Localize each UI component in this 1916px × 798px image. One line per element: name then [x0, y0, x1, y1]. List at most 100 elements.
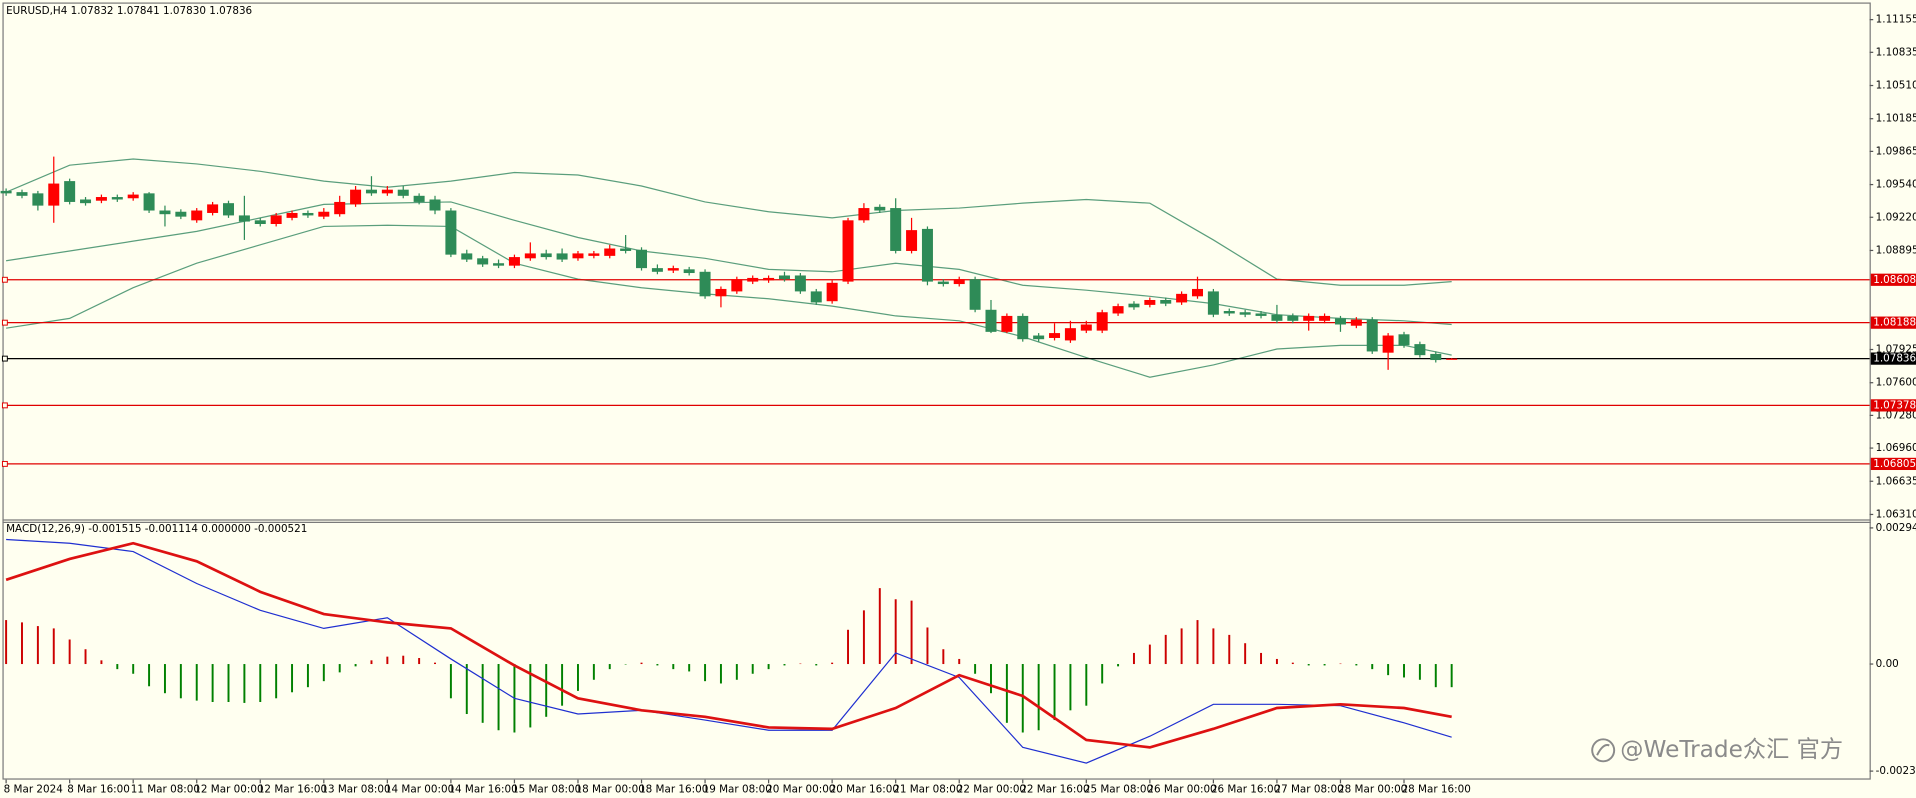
candle-body [111, 197, 123, 200]
x-tick-label: 27 Mar 08:00 [1274, 783, 1343, 795]
x-tick-label: 12 Mar 16:00 [258, 783, 327, 795]
candle-body [95, 197, 107, 201]
candle-body [699, 271, 711, 297]
candle-body [461, 253, 473, 260]
x-tick-label: 26 Mar 16:00 [1211, 783, 1280, 795]
frame [2, 2, 1871, 780]
candle-body [1033, 335, 1045, 340]
candle-body [302, 212, 314, 216]
y-tick-label: 1.10510 [1876, 80, 1916, 92]
x-tick-label: 8 Mar 16:00 [67, 783, 130, 795]
candle-body [826, 282, 838, 302]
level-label: 1.08188 [1873, 317, 1916, 329]
x-tick-label: 20 Mar 16:00 [830, 783, 899, 795]
level-label-box [1870, 352, 1916, 365]
candle-body [1382, 335, 1394, 353]
candle-body [572, 253, 584, 259]
level-label: 1.06805 [1873, 458, 1916, 470]
y-tick-label: 1.10185 [1876, 113, 1916, 125]
candle-body [397, 189, 409, 196]
candle-body [1271, 314, 1283, 321]
candle-body [921, 228, 933, 282]
candle-body [1176, 293, 1188, 303]
candle-body [318, 211, 330, 217]
candle-body [953, 279, 965, 285]
candle-body [858, 208, 870, 221]
watermark-icon [1591, 738, 1616, 763]
candle-body [223, 203, 235, 216]
candle-body [778, 275, 790, 280]
candle-body [715, 288, 727, 297]
candle-body [1239, 312, 1251, 315]
candle-body [794, 275, 806, 292]
x-tick-label: 12 Mar 00:00 [194, 783, 263, 795]
y-tick-label: 0.002941 [1876, 522, 1916, 534]
candle-body [651, 268, 663, 272]
y-tick-label: 0.00 [1876, 658, 1899, 670]
x-tick-label: 11 Mar 08:00 [131, 783, 200, 795]
y-tick-label: 1.06960 [1876, 442, 1916, 454]
candle-body [1414, 344, 1426, 356]
candle-body [906, 230, 918, 251]
y-tick-label: 1.09220 [1876, 211, 1916, 223]
candle-body [969, 279, 981, 310]
band-upper [5, 158, 1452, 286]
candle-body [127, 194, 139, 199]
candle-body [1319, 315, 1331, 321]
x-tick-label: 15 Mar 08:00 [512, 783, 581, 795]
candle-body [747, 277, 759, 282]
candle-body [159, 210, 171, 215]
y-tick-label: 1.09540 [1876, 179, 1916, 191]
candle-body [604, 248, 616, 256]
band-lower [6, 224, 1452, 378]
x-tick-label: 14 Mar 16:00 [448, 783, 517, 795]
y-tick-label: 1.07280 [1876, 409, 1916, 421]
candle-body [890, 208, 902, 251]
signal-line [5, 541, 1452, 749]
x-tick-label: 21 Mar 08:00 [893, 783, 962, 795]
candle-body [1064, 328, 1076, 341]
candle-body [477, 258, 489, 265]
candle-body [1128, 303, 1140, 308]
candle-body [445, 210, 457, 255]
level-label-box [1870, 316, 1916, 329]
watermark: @WeTrade众汇 官方 [1620, 736, 1843, 763]
x-tick-label: 14 Mar 00:00 [385, 783, 454, 795]
macd-title: MACD(12,26,9) -0.001515 -0.001114 0.0000… [6, 523, 307, 535]
x-tick-label: 20 Mar 00:00 [766, 783, 835, 795]
candle-body [1080, 324, 1092, 331]
candle-body [636, 249, 648, 269]
x-tick-label: 18 Mar 00:00 [576, 783, 645, 795]
candle-body [588, 253, 600, 256]
candle-body [429, 199, 441, 211]
candle-body [683, 269, 695, 274]
candle-body [842, 220, 854, 282]
x-tick-label: 18 Mar 16:00 [639, 783, 708, 795]
y-tick-label: 1.09865 [1876, 145, 1916, 157]
y-tick-label: -0.002313 [1876, 765, 1916, 777]
candle-body [286, 212, 298, 218]
candle-body [556, 253, 568, 260]
candle-body [48, 183, 60, 206]
candle-body [763, 277, 775, 281]
y-tick-label: 1.11155 [1876, 14, 1916, 26]
candle-body [1017, 315, 1029, 340]
candle-body [64, 181, 76, 202]
x-tick-label: 13 Mar 08:00 [321, 783, 390, 795]
candle-body [1207, 291, 1219, 315]
candle-body [1398, 334, 1410, 346]
candle-body [413, 195, 425, 202]
candle-body [1049, 333, 1061, 338]
candle-body [1255, 313, 1267, 316]
candle-body [985, 309, 997, 332]
candle-body [508, 257, 520, 266]
x-tick-label: 8 Mar 2024 [4, 783, 64, 795]
x-tick-label: 28 Mar 16:00 [1402, 783, 1471, 795]
candle-body [1303, 315, 1315, 321]
candle-body [350, 189, 362, 205]
level-label-box [1870, 457, 1916, 471]
candle-body [524, 253, 536, 259]
candle-body [1287, 315, 1299, 321]
